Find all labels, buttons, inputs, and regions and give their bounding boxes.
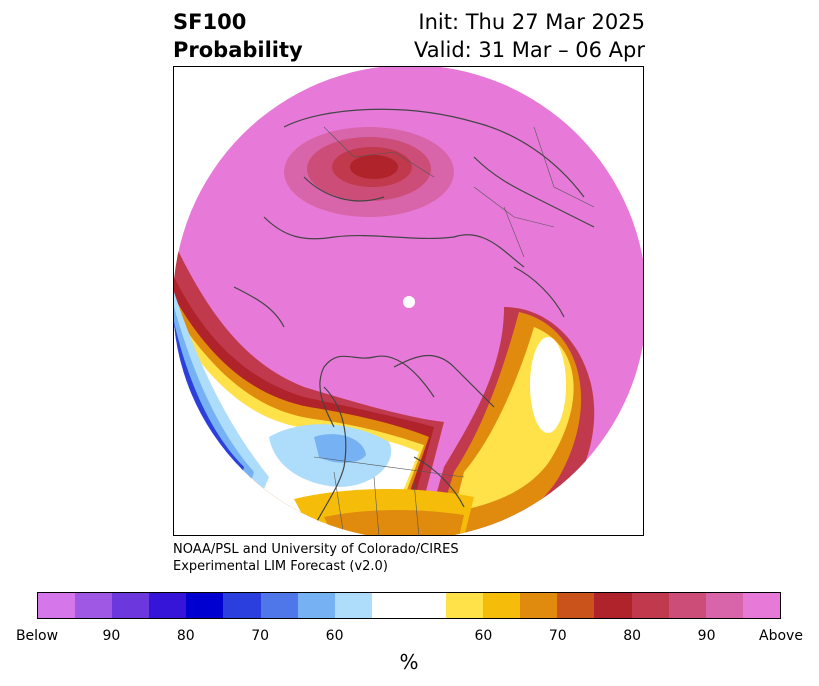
colorbar-swatch [186,593,224,618]
colorbar-swatch [297,593,335,618]
colorbar-swatch [260,593,298,618]
colorbar-swatch [112,593,150,618]
colorbar-tick-label: 70 [548,628,567,644]
colorbar-swatch [631,593,669,618]
map-svg [174,67,643,535]
colorbar-swatch [334,593,372,618]
atlantic-neutral-core [530,337,566,433]
colorbar-swatch [705,593,743,618]
colorbar-swatch [446,593,484,618]
colorbar-swatch [149,593,187,618]
probability-colorbar [37,592,781,619]
political-borders [313,126,595,535]
valid-range: Valid: 31 Mar – 06 Apr [414,38,645,62]
colorbar-tick-label: 90 [697,628,716,644]
init-date: Init: Thu 27 Mar 2025 [418,10,645,34]
north-america-below-core [314,434,366,463]
colorbar-swatch [223,593,261,618]
colorbar-swatch [371,593,409,618]
eurasia-core [350,155,398,179]
colorbar-tick-label: 60 [325,628,344,644]
colorbar-swatch [668,593,706,618]
product-subtitle: Probability [173,38,303,62]
colorbar-swatch [38,593,76,618]
colorbar-swatch [483,593,521,618]
date-block: Init: Thu 27 Mar 2025 Valid: 31 Mar – 06… [414,8,645,64]
credit-text: NOAA/PSL and University of Colorado/CIRE… [173,541,459,575]
colorbar-tick-label: 80 [623,628,642,644]
credit-line-2: Experimental LIM Forecast (v2.0) [173,559,388,574]
colorbar-tick-label: 80 [176,628,195,644]
colorbar-swatch [408,593,447,618]
forecast-map [173,66,644,536]
title-block: SF100 Probability [173,8,303,64]
product-title: SF100 [173,10,247,34]
colorbar-unit-label: % [399,650,419,674]
pole-marker [403,296,415,308]
colorbar-tick-label: 60 [474,628,493,644]
us-south-orange [324,510,464,535]
colorbar-tick-label: 90 [102,628,121,644]
colorbar-swatch [75,593,113,618]
colorbar-swatch [742,593,780,618]
colorbar-swatch [557,593,595,618]
credit-line-1: NOAA/PSL and University of Colorado/CIRE… [173,542,459,557]
colorbar-tick-label: 70 [251,628,270,644]
colorbar-swatch [520,593,558,618]
colorbar-tick-label: Below [15,628,59,644]
coastlines [233,108,595,528]
colorbar-tick-label: Above [759,628,803,644]
colorbar-swatch [594,593,632,618]
